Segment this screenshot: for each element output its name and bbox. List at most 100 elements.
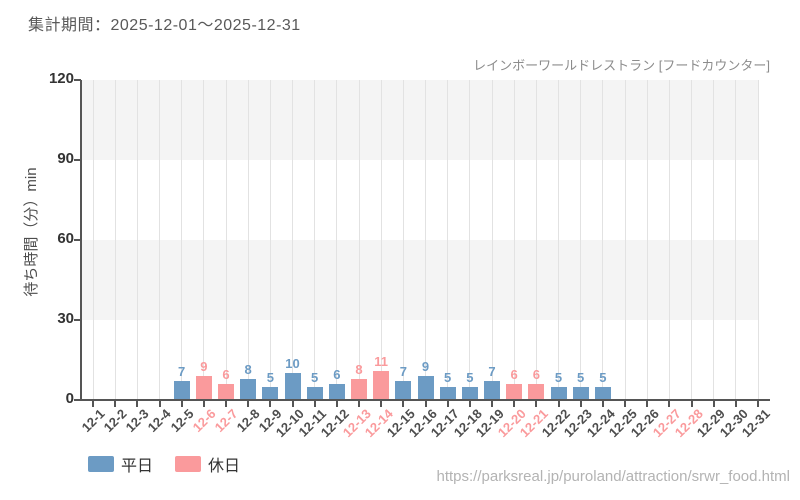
- x-tick: [114, 401, 117, 407]
- bar-value-label: 6: [222, 367, 230, 382]
- bar: [461, 386, 478, 400]
- x-tick: [180, 401, 183, 407]
- grid-line: [624, 80, 626, 400]
- x-tick: [291, 401, 294, 407]
- x-tick: [269, 401, 272, 407]
- x-tick: [601, 401, 604, 407]
- bar-value-label: 7: [488, 364, 496, 380]
- x-tick: [335, 401, 338, 407]
- grid-line: [668, 80, 670, 400]
- x-tick: [446, 401, 449, 407]
- legend-label: 休日: [208, 458, 241, 475]
- bar: [284, 373, 301, 400]
- x-axis: [80, 399, 770, 401]
- grid-line: [225, 80, 227, 400]
- x-tick: [557, 401, 560, 407]
- bar: [550, 386, 567, 400]
- grid-line: [402, 80, 404, 400]
- bar-value-label: 9: [200, 359, 208, 374]
- grid-line: [447, 80, 449, 400]
- grid-line: [159, 80, 160, 400]
- y-tick: [74, 399, 81, 401]
- bar: [373, 370, 390, 400]
- bar-value-label: 5: [599, 369, 607, 385]
- y-axis: [80, 80, 82, 401]
- x-tick: [225, 401, 227, 407]
- bar-value-label: 8: [355, 361, 363, 377]
- bar: [395, 381, 412, 400]
- grid-line: [247, 80, 249, 400]
- grid-line: [269, 80, 271, 400]
- grid-line: [602, 80, 604, 400]
- grid-line: [380, 80, 382, 400]
- period-label: 集計期間：2025-12-01～2025-12-31: [28, 17, 301, 34]
- grid-line: [469, 80, 471, 400]
- grid-line: [491, 80, 493, 400]
- x-tick: [424, 401, 427, 407]
- bar-value-label: 5: [554, 369, 563, 385]
- bar: [506, 384, 523, 400]
- y-tick-label: 30: [57, 310, 74, 327]
- bar: [528, 384, 545, 400]
- bar-value-label: 5: [466, 369, 474, 385]
- grid-line: [136, 80, 138, 400]
- grid-line: [713, 80, 715, 400]
- legend-label: 平日: [121, 458, 154, 475]
- x-tick: [247, 401, 250, 407]
- x-tick: [380, 401, 383, 407]
- x-tick: [136, 401, 139, 407]
- grid-line: [92, 80, 94, 400]
- bar: [195, 376, 212, 400]
- bar-value-label: 7: [178, 364, 186, 380]
- grid-line: [336, 80, 338, 400]
- x-tick: [513, 401, 516, 407]
- y-tick-label: 60: [57, 230, 74, 247]
- bar: [262, 386, 279, 400]
- x-tick: [624, 401, 626, 407]
- bar-value-label: 5: [266, 369, 274, 385]
- grid-line: [646, 80, 648, 400]
- x-tick: [468, 401, 471, 407]
- grid-line: [314, 80, 316, 400]
- bar-value-label: 5: [444, 369, 452, 385]
- x-tick: [202, 401, 205, 407]
- bar: [417, 376, 434, 400]
- x-tick: [757, 401, 759, 407]
- y-tick: [74, 159, 81, 161]
- grid-line: [358, 80, 360, 400]
- legend: 平日 休日: [88, 452, 240, 476]
- y-tick: [74, 319, 81, 321]
- y-tick-label: 120: [48, 70, 74, 87]
- grid-line: [181, 80, 183, 400]
- bar-value-label: 10: [285, 356, 300, 372]
- plot-area: 7 9 6 8 5 10 5 6 8 11 7 9 5 5 7 6 6 5 5 5: [82, 80, 759, 400]
- x-tick: [158, 401, 161, 407]
- bar-value-label: 5: [577, 369, 585, 385]
- chart-title: レインボーワールドレストラン [フードカウンター]: [473, 58, 770, 73]
- bar: [218, 384, 234, 400]
- bar: [306, 386, 323, 400]
- grid-line: [292, 80, 293, 400]
- y-tick-label: 90: [57, 150, 74, 167]
- x-tick: [92, 401, 94, 407]
- bar: [328, 384, 345, 400]
- x-tick: [646, 401, 649, 407]
- y-tick: [74, 79, 81, 81]
- legend-swatch: [175, 456, 202, 472]
- x-tick: [690, 401, 693, 407]
- x-tick: [579, 401, 582, 407]
- grid-line: [735, 80, 737, 400]
- bar: [439, 386, 456, 400]
- x-tick: [734, 401, 737, 407]
- bar: [594, 386, 611, 400]
- x-tick: [535, 401, 538, 407]
- x-tick: [402, 401, 405, 407]
- x-tick: [491, 401, 493, 407]
- bar-value-label: 6: [532, 367, 540, 382]
- grid-line: [757, 80, 759, 400]
- grid-line: [425, 80, 426, 400]
- bar-value-label: 9: [421, 359, 430, 374]
- bar-value-label: 7: [399, 364, 407, 380]
- bar: [484, 381, 500, 400]
